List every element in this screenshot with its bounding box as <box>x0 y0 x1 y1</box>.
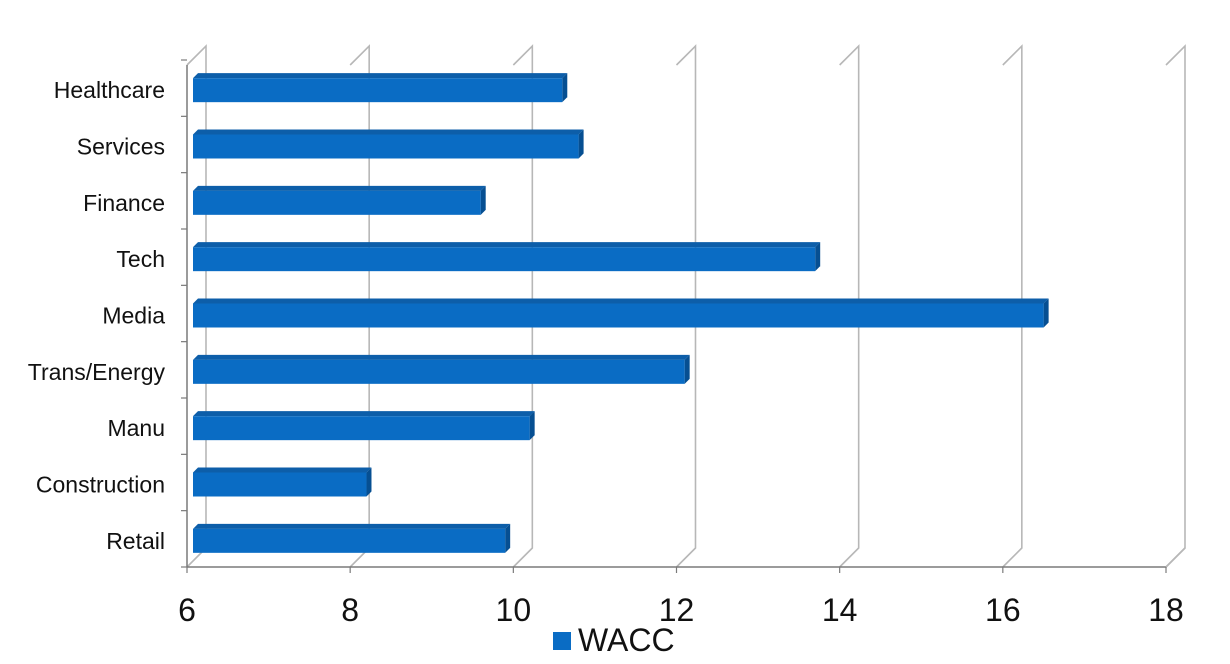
gridline <box>186 44 207 568</box>
gridline <box>349 44 370 568</box>
gridline <box>1165 44 1186 568</box>
gridline <box>675 44 697 568</box>
category-label: Tech <box>116 246 165 272</box>
legend-label-wacc: WACC <box>578 622 675 658</box>
bar-services <box>193 129 584 159</box>
bar-trans-energy <box>193 354 690 384</box>
gridline <box>1002 44 1023 568</box>
x-tick-label: 16 <box>985 592 1021 628</box>
bar-retail <box>193 523 511 553</box>
axis-layer <box>181 59 1186 573</box>
category-label: Retail <box>106 528 165 554</box>
bar-layer <box>193 73 1049 553</box>
legend: WACC <box>553 622 675 658</box>
bar-manu <box>193 411 535 441</box>
x-tick-label: 10 <box>496 592 532 628</box>
gridline <box>839 44 860 568</box>
bar-media <box>193 298 1049 328</box>
gridline <box>512 44 534 568</box>
category-label: Finance <box>83 190 165 216</box>
category-label: Healthcare <box>54 77 165 103</box>
x-tick-label: 18 <box>1148 592 1184 628</box>
bar-tech <box>193 242 821 272</box>
bar-finance <box>193 185 486 215</box>
label-layer: Healthcare Services Finance Tech Media Trans/… <box>28 77 1184 628</box>
category-label: Construction <box>36 472 165 498</box>
x-tick-label: 8 <box>341 592 359 628</box>
x-tick-label: 12 <box>659 592 695 628</box>
category-label: Trans/Energy <box>28 359 166 385</box>
legend-swatch <box>553 632 571 650</box>
x-tick-label: 14 <box>822 592 858 628</box>
category-label: Services <box>77 134 165 160</box>
bar-construction <box>193 467 372 497</box>
category-label: Media <box>102 303 165 329</box>
x-tick-label: 6 <box>178 592 196 628</box>
category-label: Manu <box>107 415 165 441</box>
bar-healthcare <box>193 73 568 103</box>
